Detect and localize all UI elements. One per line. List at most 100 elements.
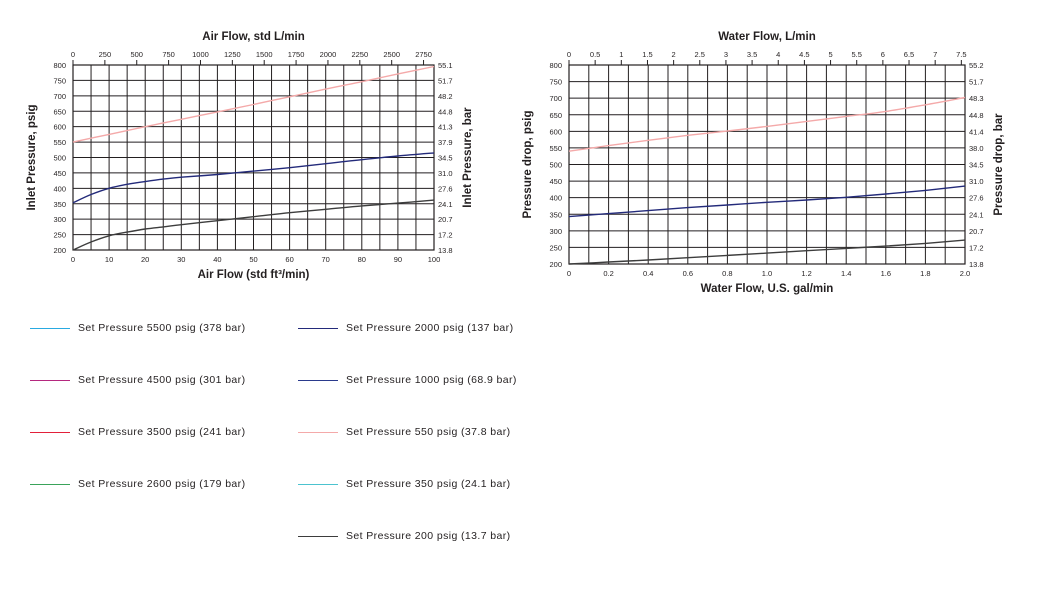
chart1-x-tick-label: 0: [71, 255, 75, 264]
chart2-x-tick-label: 0.6: [683, 269, 693, 278]
legend-label: Set Pressure 550 psig (37.8 bar): [346, 426, 511, 438]
chart2-y2-tick-label: 31.0: [969, 177, 984, 186]
chart2-x2-tick-label: 6.5: [904, 50, 914, 59]
chart2-series-line-3: [568, 239, 966, 265]
chart1-y2-tick-label: 51.7: [438, 76, 453, 85]
chart1-y2-tick-label: 34.5: [438, 154, 453, 163]
chart2-plot-frame: [568, 64, 966, 265]
chart1-y2-tick-label: 20.7: [438, 215, 453, 224]
chart2-x2-tick-label: 3.5: [747, 50, 757, 59]
legend-swatch: [298, 431, 338, 433]
chart2-y-tick-label: 800: [549, 61, 562, 70]
chart1-x-tick-label: 100: [428, 255, 441, 264]
chart2-y-tick-label: 500: [549, 161, 562, 170]
chart2-y-tick-label: 450: [549, 177, 562, 186]
chart2-x2-tick-label: 1.5: [642, 50, 652, 59]
legend-swatch: [298, 483, 338, 485]
chart2-y2-tick-label: 51.7: [969, 78, 984, 87]
chart2-y2-tick-label: 24.1: [969, 210, 984, 219]
chart2-x2-tick-label: 2.5: [695, 50, 705, 59]
chart1-y2-tick-label: 13.8: [438, 246, 453, 255]
chart1-x-tick-label: 40: [213, 255, 221, 264]
chart1-y-tick-label: 800: [53, 61, 66, 70]
chart2-x2-tick-label: 4.5: [799, 50, 809, 59]
chart1-y2-tick-label: 31.0: [438, 169, 453, 178]
chart2-x-tick-label: 1.8: [920, 269, 930, 278]
legend-item-2600: Set Pressure 2600 psig (179 bar): [30, 477, 245, 491]
chart1-y2-tick-label: 37.9: [438, 138, 453, 147]
legend-swatch: [298, 327, 338, 329]
chart1-x2-tick-label: 1750: [288, 50, 305, 59]
chart2-y2-tick-label: 27.6: [969, 194, 984, 203]
chart1-x2-tick-label: 0: [71, 50, 75, 59]
chart1-x2-tick-label: 2500: [383, 50, 400, 59]
chart2-y2-tick-label: 34.5: [969, 161, 984, 170]
legend-label: Set Pressure 350 psig (24.1 bar): [346, 478, 511, 490]
legend-item-350: Set Pressure 350 psig (24.1 bar): [298, 477, 511, 491]
chart1-y-tick-label: 550: [53, 138, 66, 147]
legend-swatch: [298, 379, 338, 381]
chart2-y-tick-label: 350: [549, 210, 562, 219]
chart2-y-tick-label: 300: [549, 227, 562, 236]
chart2-x-axis-title: Water Flow, U.S. gal/min: [701, 283, 834, 295]
chart2-y2-tick-label: 41.4: [969, 127, 984, 136]
chart2-x2-tick-label: 2: [672, 50, 676, 59]
chart2-x-tick-label: 1.0: [762, 269, 772, 278]
legend-item-550: Set Pressure 550 psig (37.8 bar): [298, 425, 511, 439]
chart2-y-tick-label: 400: [549, 194, 562, 203]
chart2-y-tick-label: 550: [549, 144, 562, 153]
chart1-y-tick-label: 650: [53, 107, 66, 116]
chart2-x2-tick-label: 7.5: [956, 50, 966, 59]
chart2-x2-tick-label: 5.5: [851, 50, 861, 59]
legend-label: Set Pressure 3500 psig (241 bar): [78, 426, 246, 438]
chart2-x2-tick-label: 3: [724, 50, 728, 59]
chart2-y2-tick-label: 17.2: [969, 243, 984, 252]
chart2-y2-axis-title: Pressure drop, bar: [993, 113, 1005, 216]
chart1-x2-tick-label: 1250: [224, 50, 241, 59]
chart2-y-tick-label: 750: [549, 78, 562, 87]
chart2-y2-tick-label: 55.2: [969, 61, 984, 70]
chart1-y2-tick-label: 27.6: [438, 184, 453, 193]
chart2-x-tick-label: 0.2: [603, 269, 613, 278]
chart2-x-tick-label: 1.4: [841, 269, 851, 278]
chart1-y-tick-label: 300: [53, 215, 66, 224]
chart2-x2-tick-label: 6: [881, 50, 885, 59]
chart2-x2-tick-label: 5: [828, 50, 832, 59]
chart1-series-line-1: [72, 65, 435, 143]
chart-figure: 8007507006506005505004504003503002502005…: [26, 31, 1005, 295]
chart2-y2-tick-label: 48.3: [969, 94, 984, 103]
legend-swatch: [298, 535, 338, 537]
chart2-x2-tick-label: 7: [933, 50, 937, 59]
chart2-title: Water Flow, L/min: [718, 31, 816, 43]
legend-label: Set Pressure 200 psig (13.7 bar): [346, 530, 511, 542]
chart1-y-tick-label: 750: [53, 76, 66, 85]
chart2-y-tick-label: 200: [549, 260, 562, 269]
chart2-x2-tick-label: 4: [776, 50, 780, 59]
chart1-x2-tick-label: 2000: [320, 50, 337, 59]
chart1-x2-tick-label: 2750: [415, 50, 432, 59]
chart1-x2-tick-label: 250: [99, 50, 112, 59]
chart1-y2-tick-label: 41.3: [438, 123, 453, 132]
legend-item-2000: Set Pressure 2000 psig (137 bar): [298, 321, 513, 335]
chart1-y-tick-label: 400: [53, 184, 66, 193]
chart1-x-tick-label: 60: [285, 255, 293, 264]
chart2-y2-tick-label: 13.8: [969, 260, 984, 269]
chart1-x-tick-label: 70: [322, 255, 330, 264]
chart2-x-tick-label: 0: [567, 269, 571, 278]
chart2-y2-tick-label: 38.0: [969, 144, 984, 153]
chart1-y-tick-label: 600: [53, 123, 66, 132]
chart1-x-tick-label: 30: [177, 255, 185, 264]
legend-label: Set Pressure 1000 psig (68.9 bar): [346, 374, 517, 386]
chart2-y-tick-label: 650: [549, 111, 562, 120]
chart1-y2-tick-label: 17.2: [438, 231, 453, 240]
chart2-y2-tick-label: 44.8: [969, 111, 984, 120]
chart2-y-tick-label: 600: [549, 127, 562, 136]
chart2-x-tick-label: 2.0: [960, 269, 970, 278]
legend-item-200: Set Pressure 200 psig (13.7 bar): [298, 529, 511, 543]
legend-item-1000: Set Pressure 1000 psig (68.9 bar): [298, 373, 517, 387]
chart1-x2-tick-label: 1500: [256, 50, 273, 59]
chart1-y2-tick-label: 55.1: [438, 61, 453, 70]
chart1-x-tick-label: 50: [249, 255, 257, 264]
chart1-x2-tick-label: 1000: [192, 50, 209, 59]
chart2-x-tick-label: 0.4: [643, 269, 653, 278]
